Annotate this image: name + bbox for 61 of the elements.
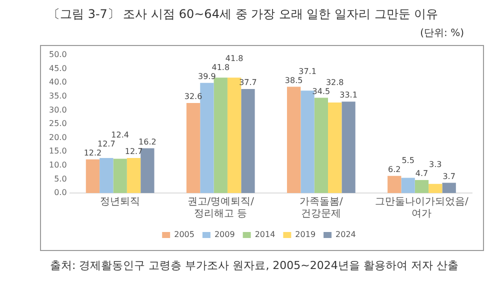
data-label: 4.7	[415, 169, 428, 178]
legend-label: 2009	[214, 230, 235, 240]
bar	[100, 158, 114, 193]
bar	[140, 148, 154, 193]
bar	[200, 82, 214, 193]
bar	[442, 182, 456, 193]
data-label: 38.5	[284, 76, 303, 85]
y-tick-label: 5.0	[54, 174, 67, 184]
data-label: 12.2	[84, 148, 102, 158]
y-tick-label: 50.0	[49, 50, 67, 60]
y-tick-label: 35.0	[49, 91, 67, 100]
bar	[428, 184, 442, 193]
x-tick-label: 가족돌봄/건강문제	[299, 196, 344, 220]
data-label: 32.6	[184, 92, 202, 102]
data-label: 33.1	[340, 90, 358, 100]
bar	[388, 176, 402, 193]
y-tick-label: 25.0	[49, 119, 67, 128]
data-label: 39.9	[198, 72, 216, 81]
x-tick-label: 정년퇴직	[100, 196, 140, 208]
data-label: 6.2	[388, 164, 401, 174]
data-label: 5.5	[402, 156, 414, 165]
bar	[414, 180, 429, 193]
bar	[286, 86, 301, 193]
bar	[186, 103, 200, 193]
y-tick-label: 10.0	[49, 160, 67, 170]
chart-subtitle: (단위: %)	[420, 27, 464, 40]
legend-label: 2024	[336, 230, 356, 240]
bar	[214, 78, 228, 193]
y-tick-label: 45.0	[49, 64, 67, 73]
source-note: 출처: 경제활동인구 고령층 부가조사 원자료, 2005~2024년을 활용하여 저자 산출	[50, 258, 458, 273]
bar	[401, 178, 415, 193]
y-tick-label: 30.0	[49, 105, 67, 114]
bar	[126, 158, 141, 193]
bar	[241, 88, 255, 193]
x-tick-label: 권고/명예퇴직/정리해고 등	[187, 196, 255, 220]
bar	[342, 102, 356, 193]
legend-label: 2005	[174, 230, 194, 240]
bar	[113, 158, 127, 193]
data-label: 37.1	[298, 66, 316, 76]
data-label: 12.4	[111, 130, 129, 140]
data-label: 41.8	[225, 54, 244, 63]
y-tick-label: 40.0	[49, 78, 67, 87]
data-label: 3.3	[429, 160, 442, 170]
y-tick-label: 0.0	[54, 188, 67, 198]
y-tick-label: 15.0	[49, 146, 67, 156]
legend-label: 2014	[254, 230, 276, 240]
chart-title: 〔그림 3-7〕 조사 시점 60~64세 중 가장 오래 일한 일자리 그만둔 이유	[48, 6, 438, 23]
bar	[314, 98, 328, 193]
y-tick-label: 20.0	[49, 132, 67, 142]
data-label: 3.7	[442, 172, 456, 181]
bar	[227, 78, 242, 193]
bar	[86, 159, 100, 193]
data-label: 32.8	[326, 78, 344, 87]
bar	[300, 90, 314, 193]
legend-label: 2019	[295, 230, 316, 240]
data-label: 34.5	[312, 86, 330, 96]
bar	[328, 102, 342, 193]
data-label: 41.8	[212, 62, 230, 72]
data-label: 12.7	[98, 139, 116, 148]
x-tick-label: 그만둘나이가되었음/여가	[375, 196, 470, 220]
data-label: 16.2	[138, 137, 156, 146]
